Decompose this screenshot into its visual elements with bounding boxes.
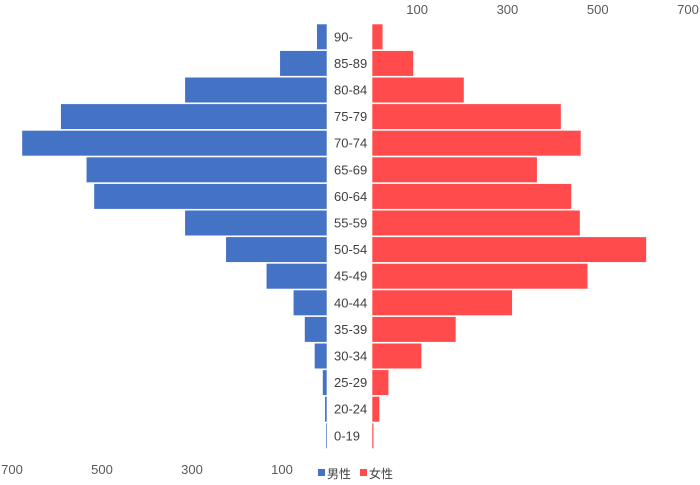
age-label-85-89: 85-89: [334, 56, 367, 71]
legend-swatch-female: [360, 469, 367, 476]
bar-male-25-29: [322, 369, 328, 396]
age-label-45-49: 45-49: [334, 269, 367, 284]
female-bars: [371, 23, 647, 449]
age-label-50-54: 50-54: [334, 242, 367, 257]
age-label-20-24: 20-24: [334, 402, 367, 417]
legend-label-male: 男性: [327, 467, 351, 481]
bar-female-85-89: [371, 50, 414, 77]
bar-male-30-34: [314, 342, 328, 370]
bar-female-70-74: [371, 130, 582, 157]
bar-female-35-39: [371, 316, 457, 343]
female-axis-tick-300: 300: [497, 2, 519, 17]
female-axis-tick-700: 700: [677, 2, 699, 17]
male-axis-tick-100: 100: [271, 462, 293, 477]
male-axis-ticks: 700 500 300 100: [1, 462, 293, 477]
bar-female-80-84: [371, 76, 465, 104]
age-label-80-84: 80-84: [334, 83, 367, 98]
male-axis-tick-300: 300: [181, 462, 203, 477]
bar-female-75-79: [371, 103, 562, 130]
bar-female-30-34: [371, 342, 422, 370]
bar-male-50-54: [225, 236, 328, 263]
age-label-75-79: 75-79: [334, 109, 367, 124]
bar-male-70-74: [21, 130, 328, 157]
male-bars: [21, 23, 328, 449]
male-axis-tick-700: 700: [1, 462, 23, 477]
bar-male-0-19: [325, 422, 328, 449]
female-axis-tick-100: 100: [406, 2, 428, 17]
male-axis-tick-500: 500: [91, 462, 113, 477]
bar-female-0-19: [371, 422, 375, 449]
legend: 男性 女性: [318, 466, 393, 481]
bar-male-55-59: [184, 209, 328, 237]
age-label-70-74: 70-74: [334, 136, 367, 151]
legend-swatch-male: [318, 469, 325, 476]
bar-female-40-44: [371, 289, 513, 316]
age-label-25-29: 25-29: [334, 375, 367, 390]
bar-male-20-24: [324, 396, 328, 423]
female-axis-tick-500: 500: [587, 2, 609, 17]
bar-female-50-54: [371, 236, 647, 263]
age-label-35-39: 35-39: [334, 322, 367, 337]
bar-female-20-24: [371, 396, 380, 423]
female-axis-ticks: 100 300 500 700: [406, 2, 699, 17]
age-label-60-64: 60-64: [334, 189, 367, 204]
bar-female-90-: [371, 23, 384, 50]
bar-male-75-79: [60, 103, 328, 130]
bar-female-45-49: [371, 263, 589, 290]
bar-male-85-89: [279, 50, 328, 77]
bar-female-65-69: [371, 156, 538, 183]
age-label-0-19: 0-19: [334, 428, 360, 443]
bar-male-60-64: [93, 183, 328, 210]
age-label-65-69: 65-69: [334, 162, 367, 177]
age-label-40-44: 40-44: [334, 295, 367, 310]
bar-male-45-49: [265, 263, 328, 290]
bar-male-90-: [316, 23, 328, 50]
bar-male-40-44: [292, 289, 328, 316]
age-label-30-34: 30-34: [334, 349, 367, 364]
bar-male-80-84: [184, 76, 328, 104]
bar-female-55-59: [371, 209, 581, 237]
age-group-labels: 90- 85-89 80-84 75-79 70-74 65-69 60-64 55-59 50…: [334, 29, 367, 443]
legend-label-female: 女性: [369, 466, 393, 481]
bar-female-60-64: [371, 183, 572, 210]
bar-male-35-39: [304, 316, 328, 343]
age-label-90-: 90-: [334, 29, 353, 44]
bar-female-25-29: [371, 369, 390, 396]
bar-male-65-69: [85, 156, 328, 183]
age-label-55-59: 55-59: [334, 216, 367, 231]
